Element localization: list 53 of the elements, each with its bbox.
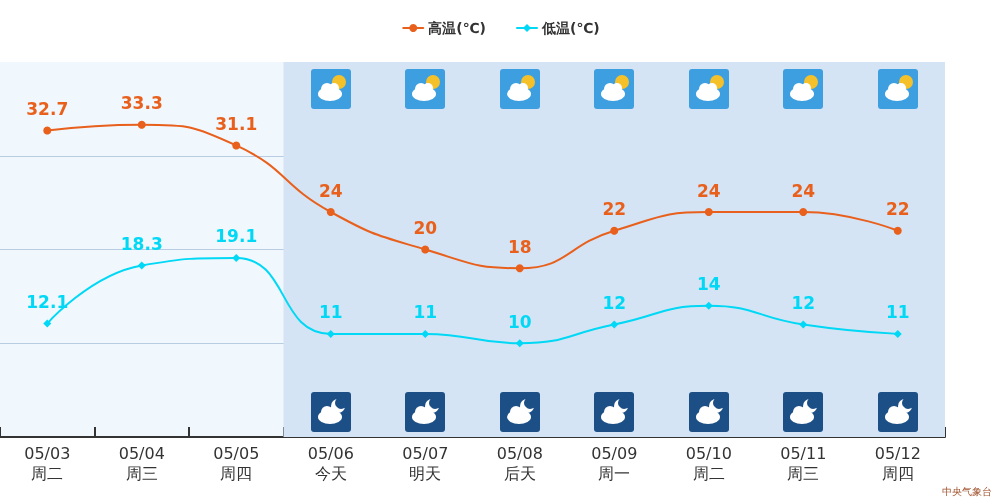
data-label: 24 — [696, 180, 721, 201]
text: 中央气象台 — [942, 485, 992, 497]
point — [43, 319, 52, 328]
data-label: 20 — [413, 218, 438, 238]
point — [799, 320, 808, 329]
point — [610, 320, 619, 329]
point — [515, 264, 524, 273]
point — [893, 226, 902, 235]
data-label: 10 — [507, 311, 532, 332]
data-label: 18 — [507, 236, 532, 257]
data-label: 14 — [696, 274, 721, 295]
data-label: 11 — [318, 302, 343, 323]
point — [421, 329, 430, 338]
point — [232, 141, 241, 150]
point — [43, 126, 52, 135]
data-label: 18.3 — [120, 233, 163, 254]
data-label: 12 — [791, 293, 816, 313]
data-label: 12.1 — [26, 292, 69, 313]
point — [799, 208, 808, 216]
point — [326, 208, 335, 216]
point — [421, 245, 430, 254]
data-label: 31.1 — [215, 113, 258, 134]
legend-label: 低温(℃) — [541, 20, 600, 36]
x-tick-label: 05/09 周一 — [591, 443, 638, 483]
data-label: 24 — [318, 180, 343, 201]
data-label: 12 — [602, 293, 627, 313]
x-tick-label: 05/11 周三 — [780, 443, 827, 483]
x-tick-label: 05/08 后天 — [496, 443, 543, 483]
point — [610, 226, 619, 235]
data-label: 11 — [413, 302, 438, 323]
data-label: 24 — [791, 180, 816, 201]
data-label: 22 — [885, 199, 910, 220]
point — [893, 329, 902, 338]
data-label: 22 — [602, 199, 627, 220]
point — [232, 253, 241, 262]
point — [137, 120, 146, 129]
x-tick-label: 05/04 周三 — [118, 443, 165, 483]
point — [704, 208, 713, 216]
x-tick-label: 05/05 周四 — [213, 443, 260, 483]
point — [515, 339, 524, 348]
point — [326, 329, 335, 338]
data-label: 32.7 — [26, 98, 69, 119]
legend-label: 高温(℃) — [428, 20, 486, 36]
data-label: 33.3 — [120, 93, 163, 114]
x-tick-label: 05/12 周四 — [874, 443, 921, 483]
data-label: 19.1 — [215, 226, 258, 247]
x-tick-label: 05/10 周二 — [685, 443, 732, 483]
data-label: 11 — [885, 302, 910, 323]
x-tick-label: 05/07 明天 — [402, 443, 449, 483]
x-tick-label: 05/06 今天 — [307, 443, 354, 483]
x-tick-label: 05/03 周二 — [24, 443, 71, 483]
point — [704, 301, 713, 310]
point — [137, 261, 146, 270]
